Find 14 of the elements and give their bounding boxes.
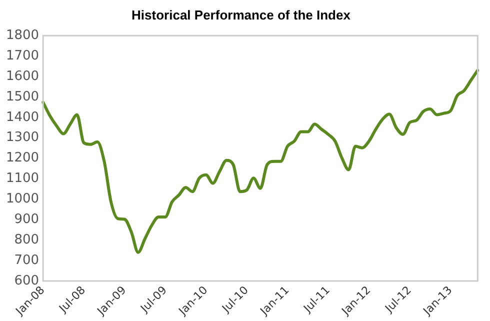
y-tick-label: 1500 [6, 89, 40, 104]
y-tick-label: 700 [14, 252, 40, 268]
y-tick-label: 1200 [6, 150, 40, 166]
y-tick-label: 900 [14, 212, 40, 228]
y-tick-label: 1400 [6, 110, 40, 125]
y-tick-label: 1600 [6, 68, 40, 84]
line-series [42, 68, 480, 254]
y-tick-label: 800 [14, 232, 40, 248]
y-tick-label: 1700 [6, 48, 40, 64]
chart-title: Historical Performance of the Index [132, 7, 352, 22]
y-tick-label: 1300 [6, 130, 40, 146]
y-tick-label: 1000 [6, 192, 40, 207]
y-tick-label: 1100 [6, 171, 40, 186]
y-tick-label: 1800 [6, 28, 40, 43]
